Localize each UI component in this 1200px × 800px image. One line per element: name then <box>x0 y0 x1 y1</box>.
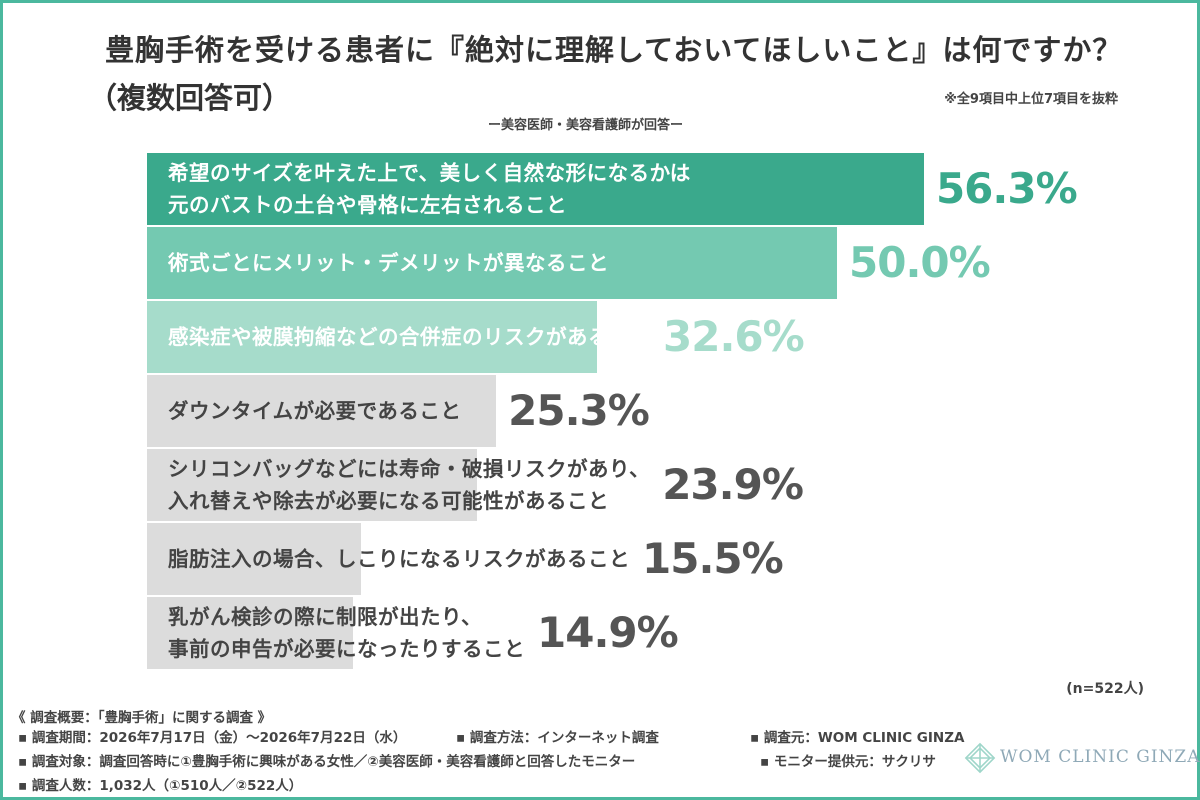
bar-label: 希望のサイズを叶えた上で、美しく自然な形になるかは 元のバストの土台や骨格に左右… <box>168 161 691 217</box>
bar-label: 術式ごとにメリット・デメリットが異なること <box>168 251 609 275</box>
bar-value-label: 32.6% <box>663 312 805 361</box>
clinic-logo-icon <box>964 742 996 774</box>
bar-label: 乳がん検診の際に制限が出たり、 事前の申告が必要になったりすること <box>168 605 525 661</box>
bar-value-label: 50.0% <box>849 238 991 287</box>
bar <box>147 449 477 521</box>
bar <box>147 375 497 447</box>
bar <box>147 301 597 373</box>
survey-count: ▪ 調査人数：1,032人（①510人／②522人） <box>18 778 303 794</box>
survey-source: ▪ 調査元：WOM CLINIC GINZA <box>750 730 965 746</box>
chart-subtitle: （複数回答可） <box>88 81 292 115</box>
bar-label: 脂肪注入の場合、しこりになるリスクがあること <box>168 547 630 571</box>
bar <box>147 227 837 299</box>
bar-value-label: 14.9% <box>537 608 679 657</box>
bar-label: ダウンタイムが必要であること <box>168 399 462 423</box>
clinic-logo-text: WOM CLINIC GINZA <box>1000 747 1200 767</box>
selection-note: ※全9項目中上位7項目を抜粋 <box>944 92 1118 107</box>
bar-value-label: 15.5% <box>642 534 784 583</box>
survey-period: ▪ 調査期間：2026年7月17日（金）〜2026年7月22日（水） <box>18 730 407 746</box>
chart-title: 豊胸手術を受ける患者に『絶対に理解しておいてほしいこと』は何ですか？ <box>105 33 1123 67</box>
bar-label: シリコンバッグなどには寿命・破損リスクがあり、 入れ替えや除去が必要になる可能性… <box>168 457 651 513</box>
survey-method: ▪ 調査方法：インターネット調査 <box>456 730 659 746</box>
survey-heading: 《 調査概要：「豊胸手術」に関する調査 》 <box>12 710 272 726</box>
survey-provider: ▪ モニター提供元：サクリサ <box>760 754 936 770</box>
respondent-note: ー美容医師・美容看護師が回答ー <box>488 118 684 133</box>
sample-size-label: (n=522人) <box>1066 681 1144 697</box>
bar <box>147 597 353 669</box>
bar-label: 感染症や被膜拘縮などの合併症のリスクがあること <box>168 325 651 349</box>
bar-value-label: 56.3% <box>935 164 1078 213</box>
survey-target: ▪ 調査対象：調査回答時に①豊胸手術に興味がある女性／②美容医師・美容看護師と回… <box>18 754 636 770</box>
bar-value-label: 25.3% <box>508 386 650 435</box>
bar <box>147 153 924 225</box>
bar-value-label: 23.9% <box>662 460 804 509</box>
bar <box>147 523 361 595</box>
